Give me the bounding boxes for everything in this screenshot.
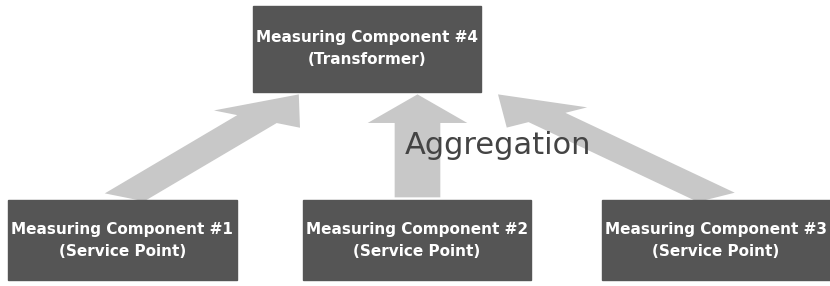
Polygon shape: [498, 94, 735, 202]
FancyBboxPatch shape: [8, 200, 237, 280]
FancyBboxPatch shape: [253, 6, 481, 92]
Text: Measuring Component #2
(Service Point): Measuring Component #2 (Service Point): [306, 222, 528, 259]
Polygon shape: [368, 94, 467, 197]
FancyBboxPatch shape: [602, 200, 830, 280]
Text: Measuring Component #1
(Service Point): Measuring Component #1 (Service Point): [12, 222, 233, 259]
Text: Aggregation: Aggregation: [405, 131, 591, 160]
FancyBboxPatch shape: [303, 200, 531, 280]
Text: Measuring Component #3
(Service Point): Measuring Component #3 (Service Point): [605, 222, 827, 259]
Polygon shape: [105, 94, 300, 201]
Text: Measuring Component #4
(Transformer): Measuring Component #4 (Transformer): [256, 30, 478, 67]
